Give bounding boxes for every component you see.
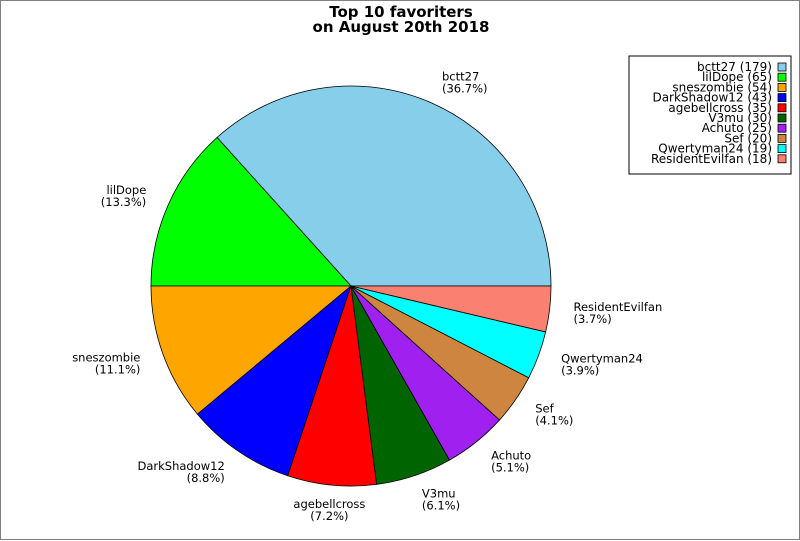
legend-entry-Sef: Sef (20) xyxy=(724,131,772,145)
slice-percent-Achuto: (5.1%) xyxy=(491,461,529,475)
legend-swatch-Achuto xyxy=(777,123,787,133)
pie-slice-DarkShadow12 xyxy=(196,284,352,477)
slice-percent-DarkShadow12: (8.8%) xyxy=(187,471,225,485)
slice-label-ResidentEvilfan: ResidentEvilfan xyxy=(574,300,663,314)
pie-slice-bctt27 xyxy=(216,85,552,287)
legend-swatch-V3mu xyxy=(777,113,787,123)
slice-percent-Qwertyman24: (3.9%) xyxy=(561,364,599,378)
legend-swatch-ResidentEvilfan xyxy=(777,154,787,164)
slice-percent-bctt27: (36.7%) xyxy=(442,81,488,95)
legend-entry-V3mu: V3mu (30) xyxy=(708,111,772,125)
pie-slice-sneszombie xyxy=(150,285,353,415)
slice-label-bctt27: bctt27 xyxy=(442,69,479,83)
pie-slice-lilDope xyxy=(150,136,352,287)
legend-box xyxy=(628,55,792,175)
slice-percent-ResidentEvilfan: (3.7%) xyxy=(574,312,612,326)
slice-label-lilDope: lilDope xyxy=(106,183,146,197)
pie-slice-ResidentEvilfan xyxy=(350,285,552,333)
slice-label-agebellcross: agebellcross xyxy=(293,497,365,511)
legend-swatch-sneszombie xyxy=(777,83,787,92)
legend-entry-Achuto: Achuto (25) xyxy=(702,121,772,135)
slice-percent-lilDope: (13.3%) xyxy=(101,195,147,209)
legend: bctt27 (179)lilDope (65)sneszombie (54)D… xyxy=(628,55,792,175)
chart-title-line-2: on August 20th 2018 xyxy=(313,18,490,36)
slice-percent-agebellcross: (7.2%) xyxy=(310,509,348,523)
slice-label-DarkShadow12: DarkShadow12 xyxy=(137,459,224,473)
pie-slices xyxy=(150,85,552,487)
legend-entry-lilDope: lilDope (65) xyxy=(702,70,772,84)
legend-swatch-bctt27 xyxy=(777,62,787,72)
slice-label-V3mu: V3mu xyxy=(422,487,456,501)
slice-percent-sneszombie: (11.1%) xyxy=(95,362,141,376)
legend-entry-sneszombie: sneszombie (54) xyxy=(672,80,772,94)
legend-swatch-Sef xyxy=(777,133,787,143)
legend-swatch-lilDope xyxy=(777,72,787,82)
chart-title-line-1: Top 10 favoriters xyxy=(329,3,473,21)
slice-label-Qwertyman24: Qwertyman24 xyxy=(561,352,643,366)
legend-swatch-DarkShadow12 xyxy=(777,93,787,102)
legend-entry-bctt27: bctt27 (179) xyxy=(697,60,772,74)
legend-swatch-Qwertyman24 xyxy=(777,144,787,154)
legend-swatch-agebellcross xyxy=(777,103,787,113)
legend-entry-ResidentEvilfan: ResidentEvilfan (18) xyxy=(651,152,772,166)
slice-label-Achuto: Achuto xyxy=(491,449,531,463)
slice-label-sneszombie: sneszombie xyxy=(72,350,140,364)
slice-percent-V3mu: (6.1%) xyxy=(422,499,460,513)
slice-percent-Sef: (4.1%) xyxy=(535,413,573,427)
legend-entry-DarkShadow12: DarkShadow12 (43) xyxy=(652,91,772,105)
slice-label-Sef: Sef xyxy=(535,401,554,415)
legend-entry-Qwertyman24: Qwertyman24 (19) xyxy=(658,142,772,156)
legend-entry-agebellcross: agebellcross (35) xyxy=(668,101,772,115)
slice-labels: bctt27(36.7%) lilDope(13.3%) sneszombie(11… xyxy=(72,69,662,523)
